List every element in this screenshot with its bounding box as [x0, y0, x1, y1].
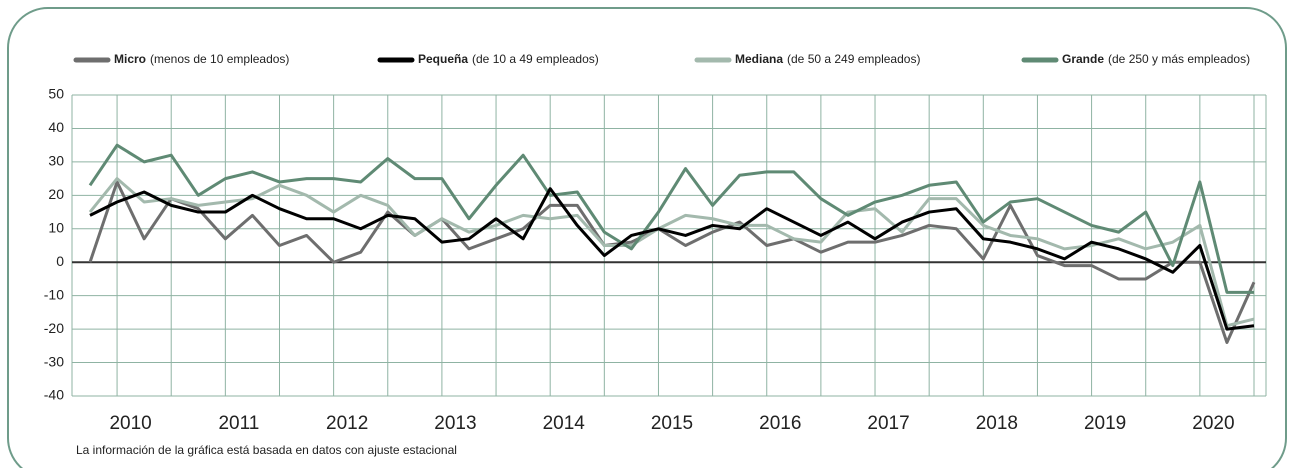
- frame: [7, 7, 1287, 468]
- x-tick-label: 2011: [218, 413, 259, 434]
- x-tick-label: 2013: [434, 413, 476, 434]
- legend-name: Grande: [1062, 52, 1104, 66]
- legend-item: Grande (de 250 y más empleados): [1021, 52, 1250, 66]
- legend-name: Pequeña: [418, 52, 468, 66]
- y-tick-label: 0: [56, 253, 64, 269]
- y-tick-label: -20: [44, 320, 64, 336]
- legend-note: (de 10 a 49 empleados): [472, 52, 599, 66]
- series-line: [88, 177, 1255, 328]
- series-line: [88, 143, 1254, 294]
- legend-note: (de 250 y más empleados): [1108, 52, 1250, 66]
- legend-label: Micro (menos de 10 empleados): [114, 52, 289, 66]
- legend-label: Pequeña (de 10 a 49 empleados): [418, 52, 599, 66]
- y-tick-label: 10: [48, 219, 64, 235]
- series-line: [89, 187, 1255, 331]
- y-tick-label: 20: [48, 186, 64, 202]
- x-tick-label: 2019: [1084, 413, 1126, 434]
- footnote: La información de la gráfica está basada…: [76, 443, 457, 457]
- legend-note: (menos de 10 empleados): [150, 52, 289, 66]
- x-tick-label: 2012: [326, 413, 368, 434]
- y-tick-label: 50: [48, 86, 64, 102]
- legend-label: Grande (de 250 y más empleados): [1062, 52, 1250, 66]
- x-tick-label: 2017: [867, 413, 909, 434]
- legend-label: Mediana (de 50 a 249 empleados): [735, 52, 920, 66]
- y-tick-label: 30: [48, 153, 64, 169]
- legend-name: Micro: [114, 52, 146, 66]
- y-tick-label: 40: [48, 119, 64, 135]
- legend-name: Mediana: [735, 52, 783, 66]
- y-tick-label: -10: [44, 286, 64, 302]
- series-line: [88, 180, 1256, 344]
- legend-note: (de 50 a 249 empleados): [787, 52, 920, 66]
- x-tick-label: 2016: [759, 413, 801, 434]
- x-tick-label: 2010: [109, 413, 151, 434]
- legend-item: Pequeña (de 10 a 49 empleados): [377, 52, 599, 66]
- x-tick-label: 2020: [1192, 413, 1234, 434]
- legend-item: Mediana (de 50 a 249 empleados): [694, 52, 920, 66]
- x-tick-label: 2018: [976, 413, 1018, 434]
- y-tick-label: -30: [44, 353, 64, 369]
- legend-item: Micro (menos de 10 empleados): [73, 52, 289, 66]
- x-tick-label: 2014: [543, 413, 586, 434]
- x-tick-label: 2015: [651, 413, 693, 434]
- y-tick-label: -40: [44, 387, 64, 403]
